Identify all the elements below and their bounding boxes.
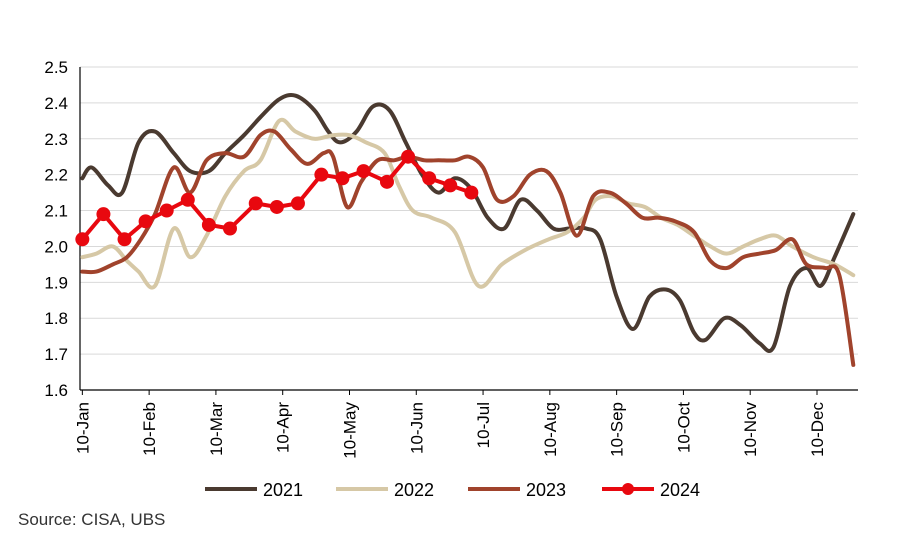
legend-label-2024: 2024 <box>660 480 700 500</box>
y-tick-label: 1.8 <box>44 309 68 328</box>
x-tick-label: 10-Nov <box>741 402 760 457</box>
point-2024 <box>248 196 263 211</box>
y-tick-label: 2.3 <box>44 130 68 149</box>
y-tick-label: 1.6 <box>44 381 68 400</box>
point-2024 <box>222 221 237 236</box>
point-2024 <box>269 199 284 214</box>
x-tick-label: 10-Jan <box>73 402 92 454</box>
legend-label-2021: 2021 <box>263 480 303 500</box>
y-tick-label: 1.7 <box>44 345 68 364</box>
x-tick-label: 10-Feb <box>140 402 159 456</box>
x-axis-ticks: 10-Jan 10-Feb 10-Mar 10-Apr 10-May 10-Jun 10-J… <box>73 390 827 459</box>
series-line-2022 <box>80 117 856 290</box>
axes <box>79 67 858 391</box>
point-2024 <box>314 167 329 182</box>
legend-label-2022: 2022 <box>394 480 434 500</box>
series <box>75 92 856 367</box>
point-2024 <box>159 203 174 218</box>
x-tick-label: 10-Aug <box>541 402 560 457</box>
point-2024 <box>356 164 371 179</box>
y-tick-label: 2.5 <box>44 58 68 77</box>
point-2024 <box>117 232 132 247</box>
point-2024 <box>379 174 394 189</box>
point-2024 <box>464 185 479 200</box>
point-2024 <box>422 171 437 186</box>
point-2024 <box>75 232 90 247</box>
series-line-2021 <box>80 92 856 353</box>
point-2024 <box>180 192 195 207</box>
x-tick-label: 10-Dec <box>808 402 827 457</box>
series-line-2024 <box>80 154 474 242</box>
y-tick-label: 2.4 <box>44 94 68 113</box>
x-tick-label: 10-Oct <box>674 402 693 453</box>
y-tick-label: 2.0 <box>44 237 68 256</box>
x-tick-label: 10-Jul <box>474 402 493 448</box>
point-2024 <box>201 217 216 232</box>
x-tick-label: 10-Jun <box>407 402 426 454</box>
point-2024 <box>443 178 458 193</box>
point-2024 <box>401 149 416 164</box>
y-tick-label: 1.9 <box>44 273 68 292</box>
legend-marker-2024 <box>622 483 634 495</box>
legend-label-2023: 2023 <box>526 480 566 500</box>
x-tick-label: 10-May <box>340 402 359 459</box>
point-2024 <box>335 171 350 186</box>
y-axis-ticks: 2.5 2.4 2.3 2.2 2.1 2.0 1.9 1.8 1.7 1.6 <box>44 58 68 400</box>
x-tick-label: 10-Apr <box>274 402 293 453</box>
point-2024 <box>138 214 153 229</box>
point-2024 <box>96 207 111 222</box>
series-line-2023 <box>80 128 856 367</box>
x-tick-label: 10-Sep <box>608 402 627 457</box>
y-tick-label: 2.2 <box>44 166 68 185</box>
x-tick-label: 10-Mar <box>207 402 226 456</box>
legend: 2021 2022 2023 2024 <box>205 480 700 500</box>
y-tick-label: 2.1 <box>44 202 68 221</box>
gridlines <box>80 66 858 355</box>
point-2024 <box>290 196 305 211</box>
source-note: Source: CISA, UBS <box>18 510 166 529</box>
